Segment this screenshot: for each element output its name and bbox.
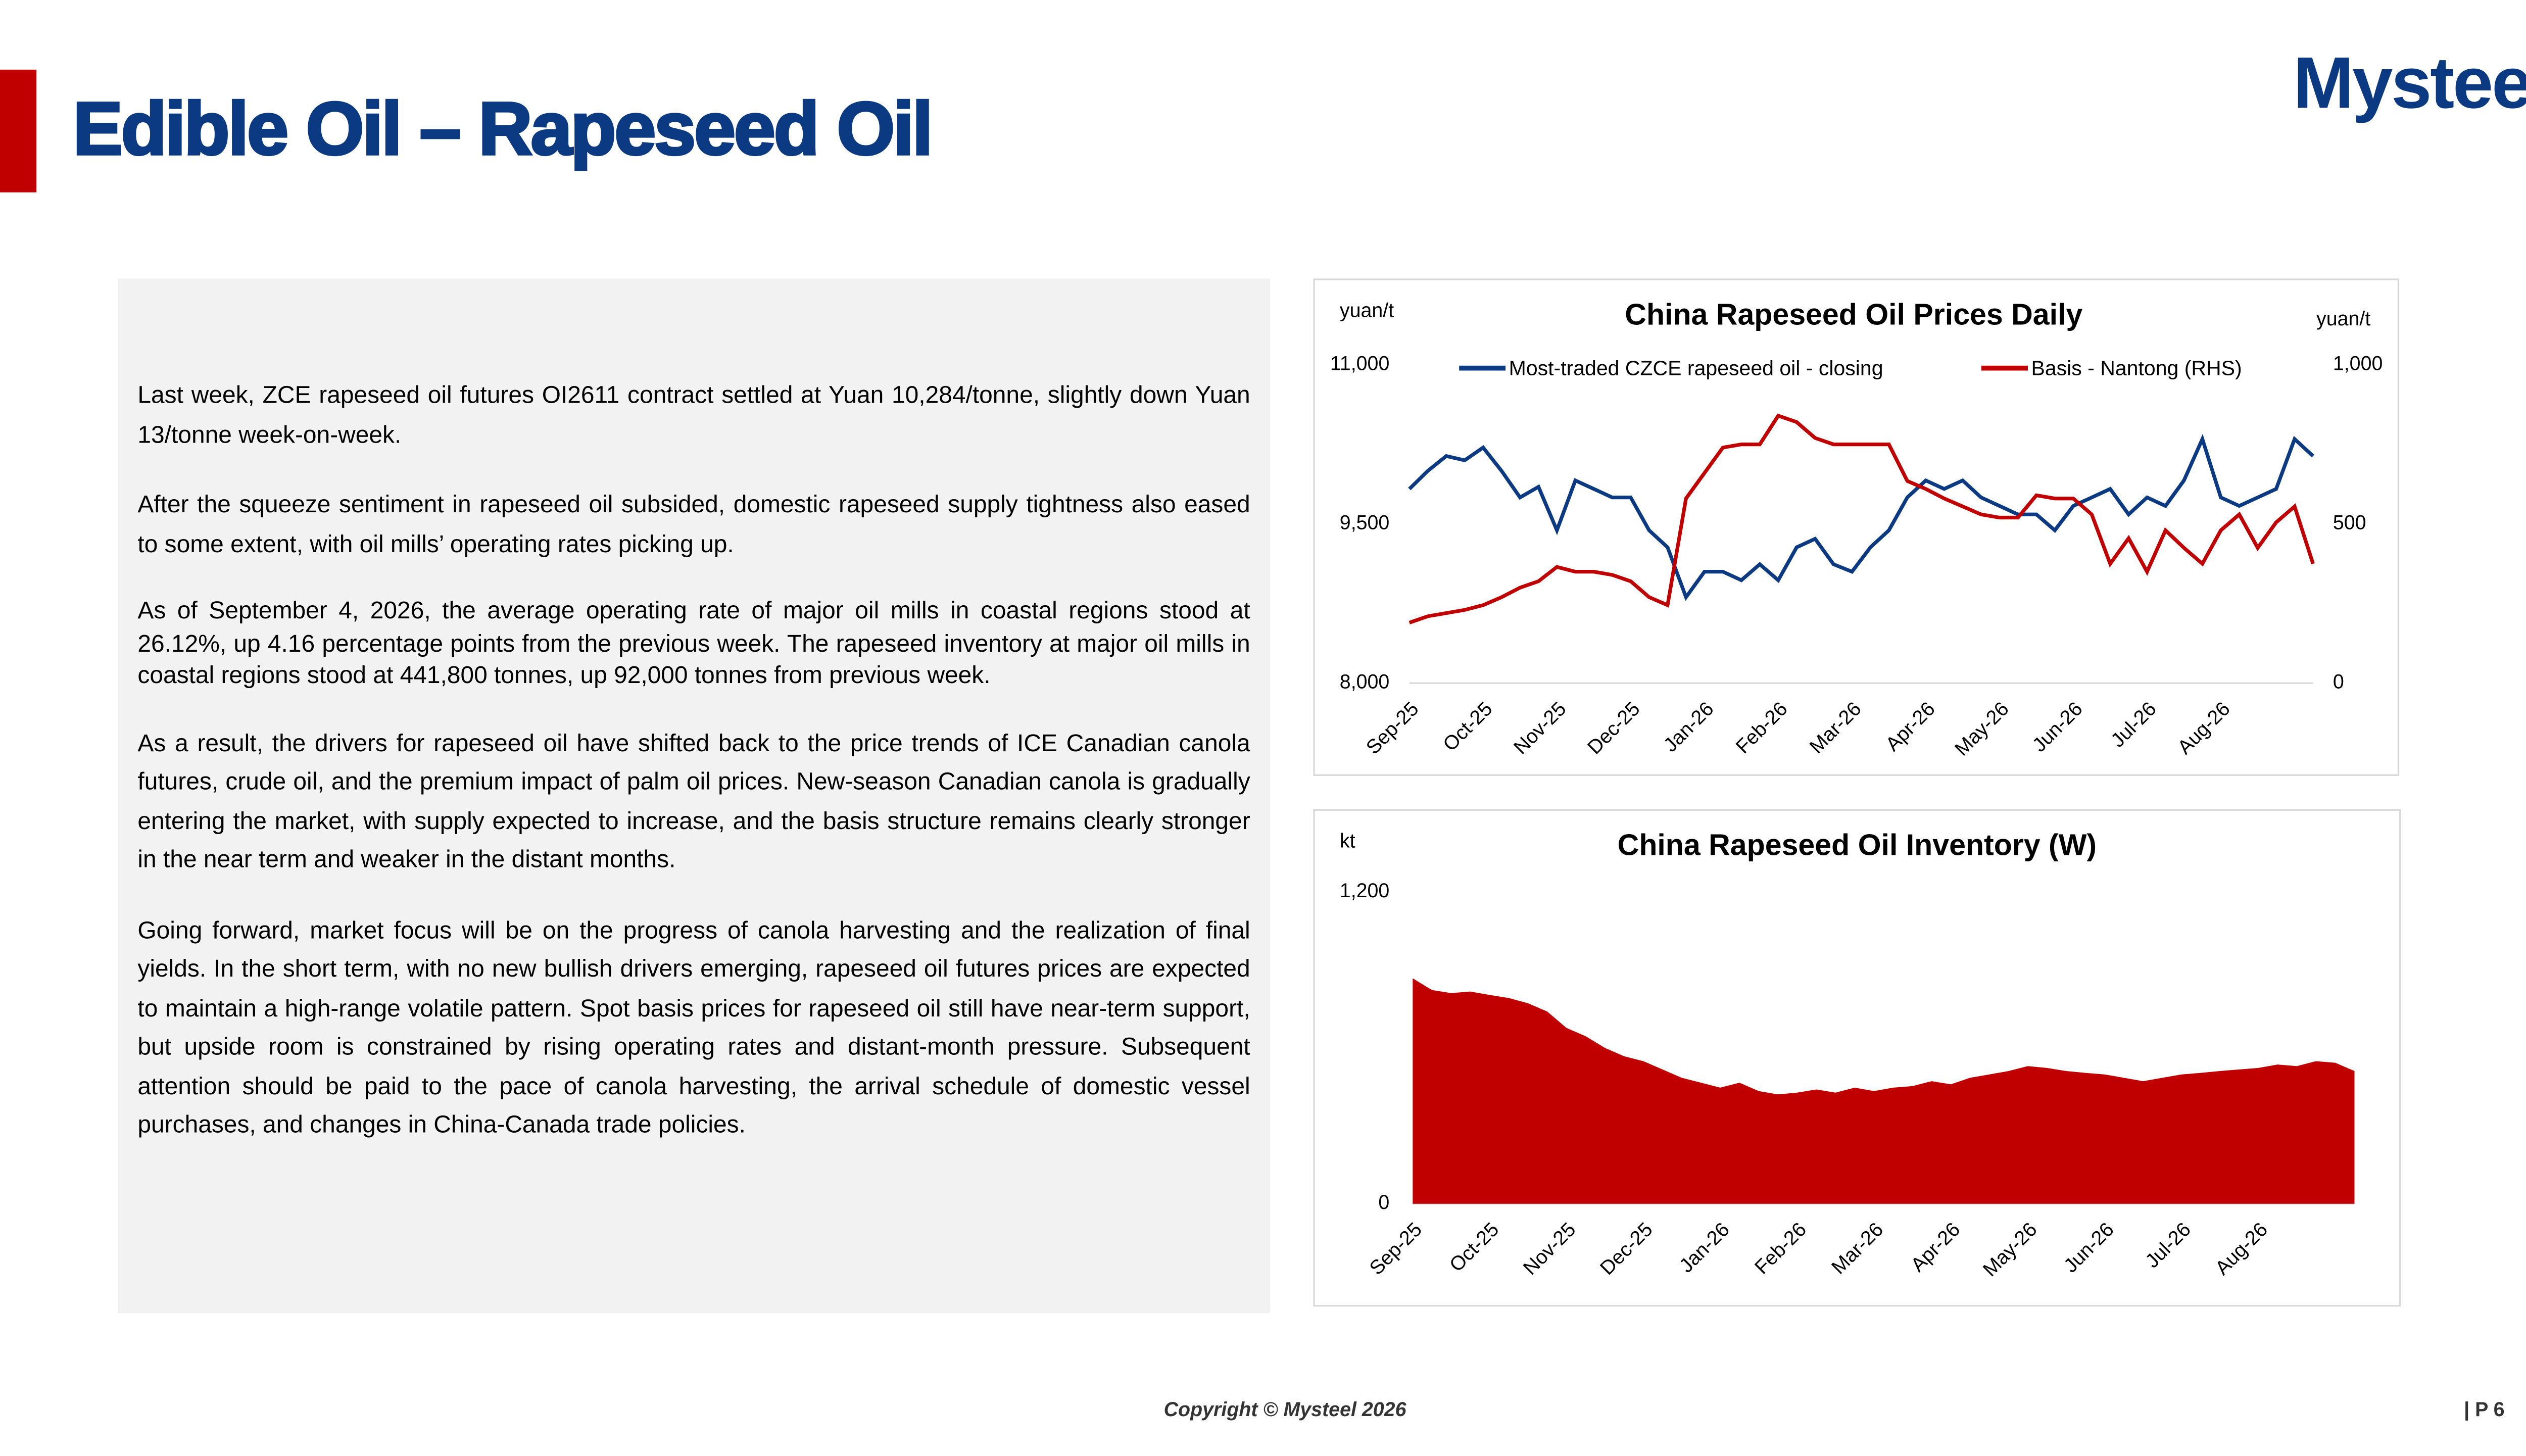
accent-bar [0,69,37,192]
chart-title: China Rapeseed Oil Inventory (W) [1618,829,2097,862]
paragraph: Going forward, market focus will be on t… [137,917,1250,1139]
y2-tick-label: 500 [2333,512,2366,534]
body-text: Last week, ZCE rapeseed oil futures OI26… [137,378,1250,1178]
x-tick-label: Sep-25 [1365,1218,1426,1279]
x-tick-label: Jul-26 [2107,698,2161,752]
x-tick-label: Jan-26 [1659,698,1718,756]
x-tick-label: Apr-26 [1881,698,1939,756]
x-tick-label: Dec-25 [1583,698,1644,759]
x-tick-label: Feb-26 [1731,698,1791,758]
x-tick-label: Sep-25 [1362,698,1423,759]
legend-label: Most-traded CZCE rapeseed oil - closing [1509,357,1883,380]
logo: Mysteel [2293,43,2526,125]
chart-frame [1313,278,2400,776]
x-tick-label: Apr-26 [1907,1218,1965,1276]
chart-frame [1313,809,2401,1307]
x-tick-label: Mar-26 [1827,1218,1887,1278]
y2-tick-label: 1,000 [2333,352,2383,374]
x-tick-label: Jun-26 [2060,1218,2118,1277]
paragraph: As of September 4, 2026, the average ope… [137,598,1250,690]
x-tick-label: Mar-26 [1805,698,1865,758]
slide-title: Edible Oil – Rapeseed Oil [72,85,934,172]
x-tick-label: Jul-26 [2141,1218,2195,1272]
y-tick-label: 0 [1378,1191,1389,1214]
x-tick-label: Aug-26 [2173,698,2234,759]
y-tick-label: 8,000 [1340,671,1390,693]
y-tick-label: 9,500 [1340,512,1390,534]
y-axis-unit: yuan/t [1340,299,1394,321]
line-series [1408,413,2315,624]
x-tick-label: Jan-26 [1675,1218,1734,1277]
x-tick-label: Oct-25 [1439,698,1497,756]
text-panel [118,278,1271,1314]
y-axis-unit: kt [1340,830,1355,852]
x-tick-label: Nov-25 [1519,1218,1580,1279]
chart-title: China Rapeseed Oil Prices Daily [1625,298,2082,331]
x-tick-label: May-26 [1979,1218,2042,1281]
x-tick-label: Nov-25 [1510,698,1571,759]
x-tick-label: Dec-25 [1596,1218,1657,1279]
page-number: | P 6 [2464,1397,2505,1421]
line-series [1408,433,2314,601]
x-tick-label: Oct-25 [1445,1218,1503,1276]
copyright: Copyright © Mysteel 2026 [1163,1397,1406,1421]
x-tick-label: May-26 [1951,698,2013,760]
paragraph: Last week, ZCE rapeseed oil futures OI26… [137,383,1250,449]
area-series [1413,978,2355,1204]
y-tick-label: 1,200 [1340,880,1390,902]
legend-label: Basis - Nantong (RHS) [2031,357,2242,380]
x-tick-label: Feb-26 [1751,1218,1811,1278]
y2-axis-unit: yuan/t [2316,308,2370,330]
y2-tick-label: 0 [2333,671,2344,693]
y-tick-label: 11,000 [1330,352,1390,374]
paragraph: After the squeeze sentiment in rapeseed … [137,492,1250,558]
x-tick-label: Aug-26 [2211,1218,2272,1279]
paragraph: As a result, the drivers for rapeseed oi… [137,730,1250,874]
x-tick-label: Jun-26 [2028,698,2086,756]
